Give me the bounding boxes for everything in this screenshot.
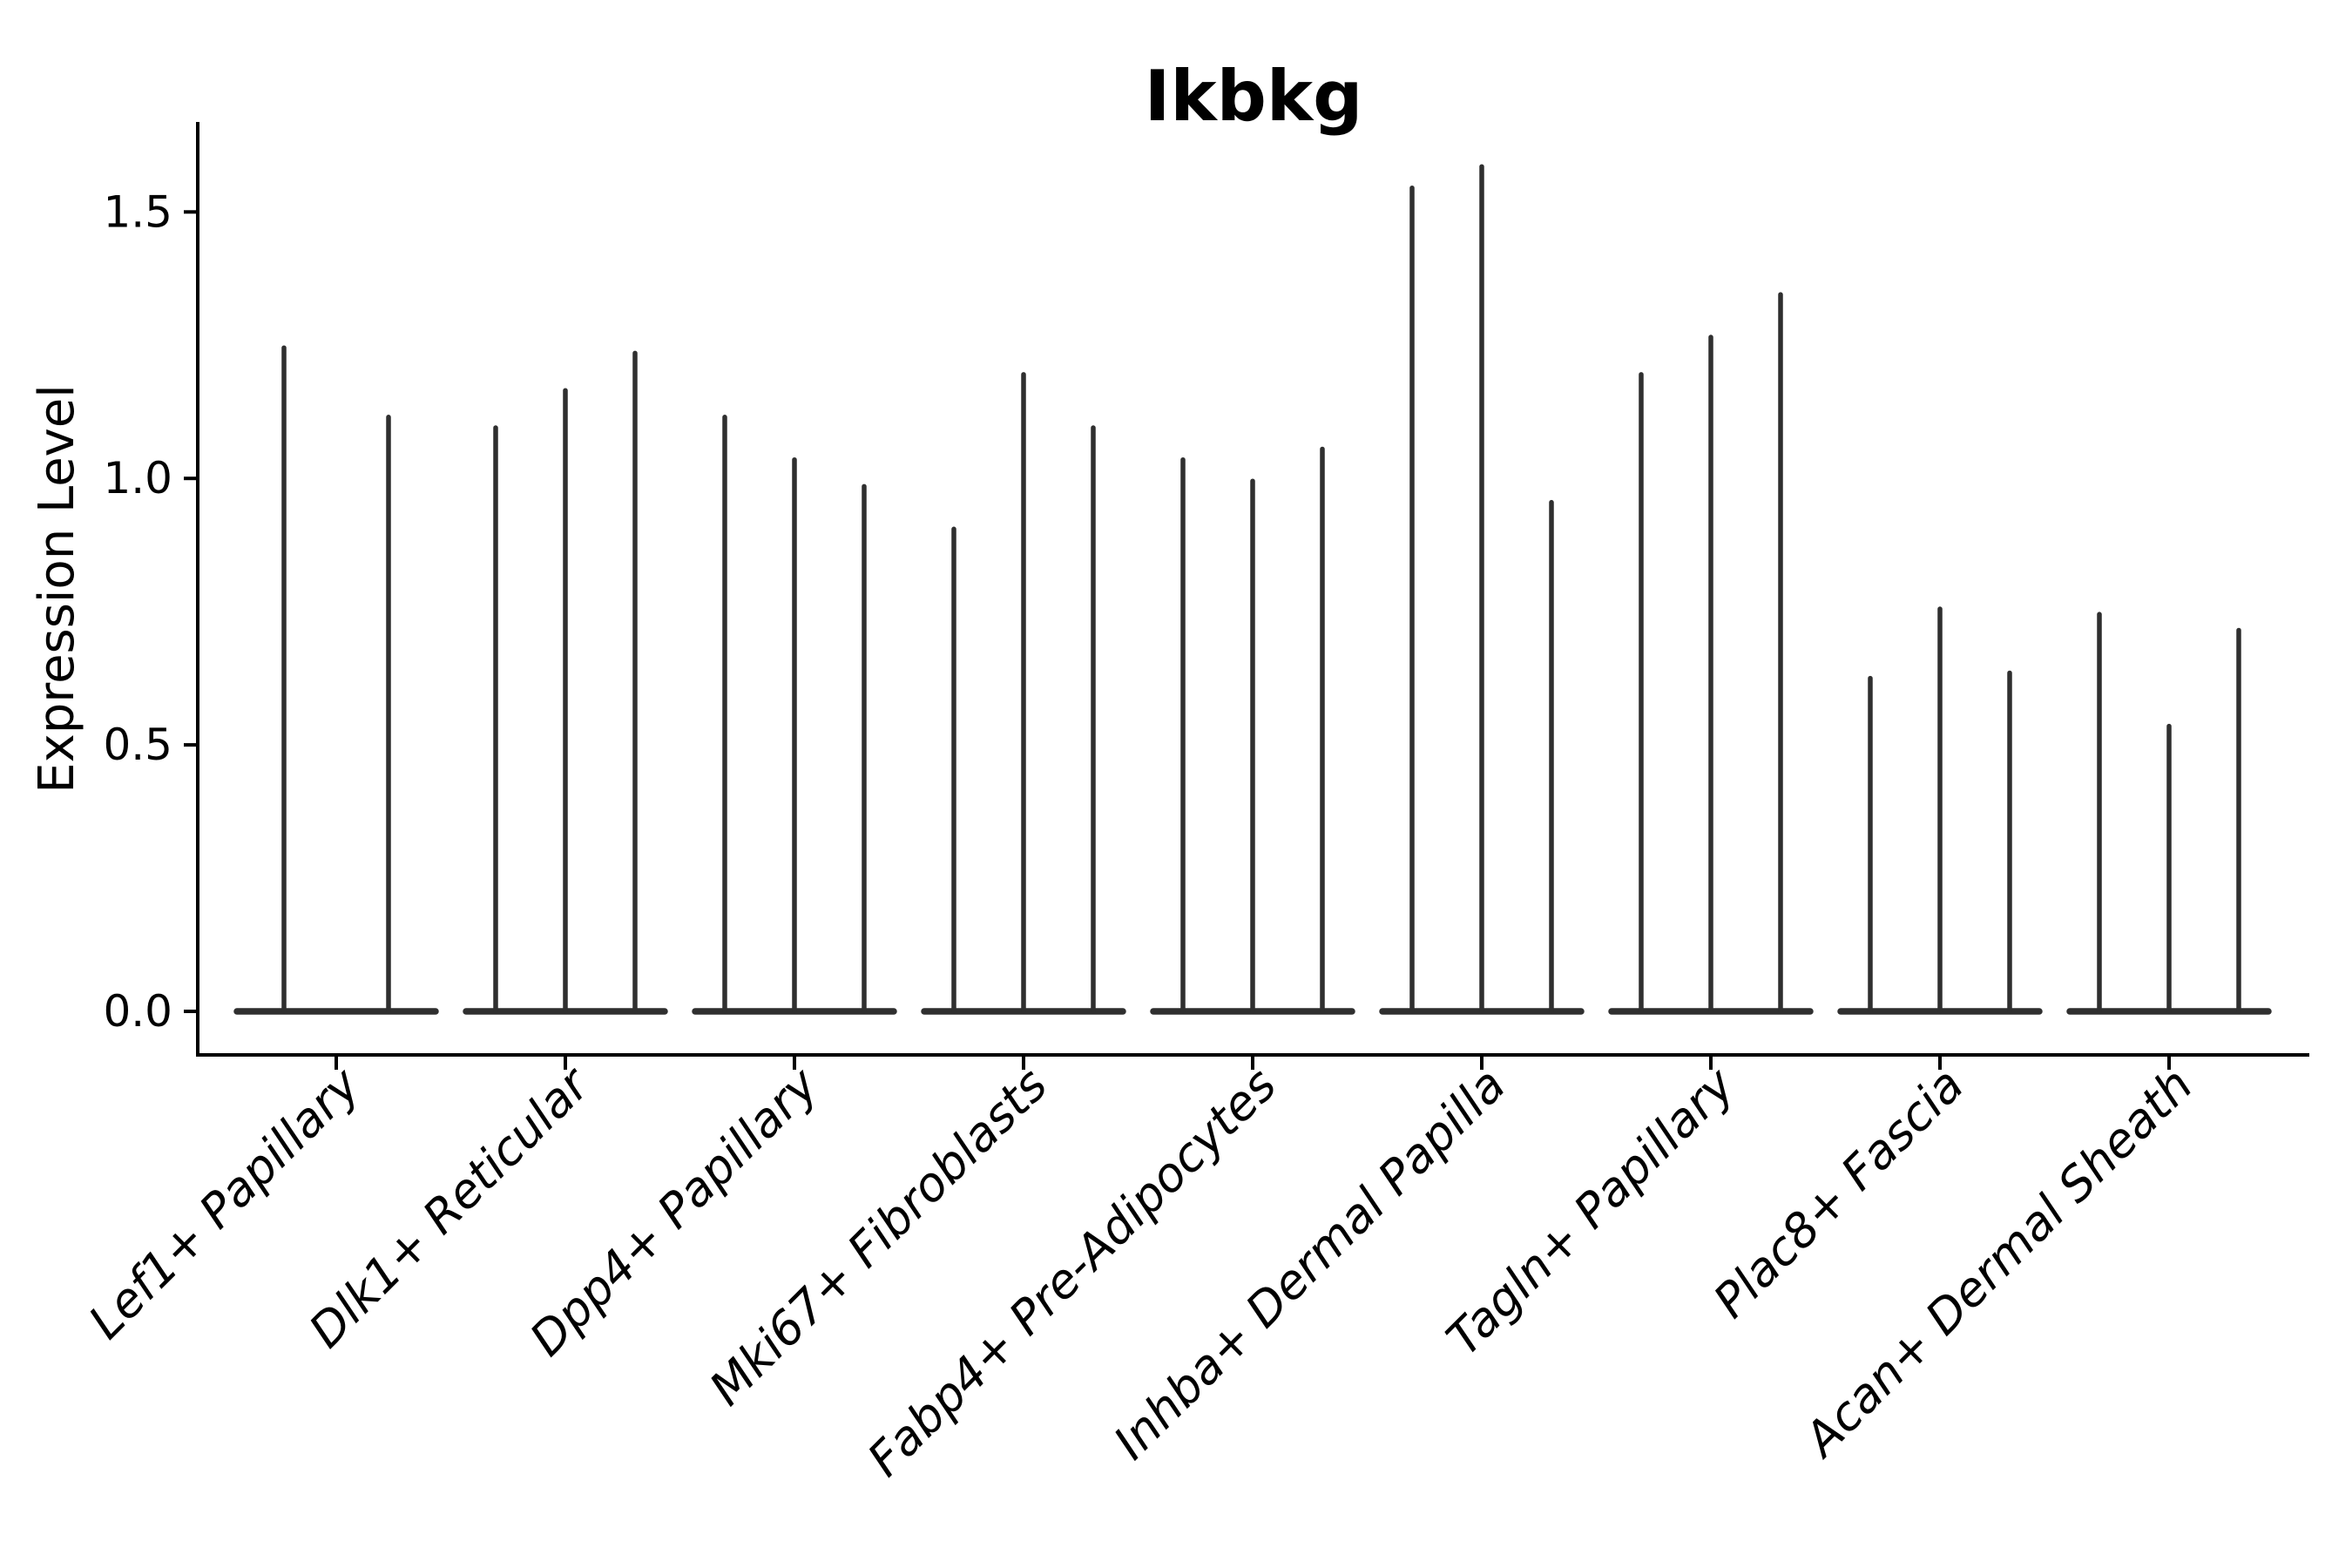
- y-tick-label: 1.0: [103, 453, 172, 504]
- violin-group: [233, 345, 439, 1015]
- violin-group: [1837, 606, 2043, 1015]
- violin-group: [692, 415, 897, 1015]
- y-axis-label: Expression Level: [29, 384, 85, 794]
- y-tick-labels: 0.0 0.5 1.0 1.5: [103, 186, 198, 1037]
- y-tick-label: 1.5: [103, 186, 172, 237]
- violin-group: [1150, 446, 1355, 1015]
- chart-title: Ikbkg: [1145, 56, 1363, 137]
- y-tick-label: 0.5: [103, 720, 172, 770]
- x-tick-label: Fabp4+ Pre-Adipocytes: [857, 1058, 1287, 1487]
- x-tick-label: Inhba+ Dermal Papilla: [1103, 1058, 1516, 1470]
- violin-group: [1379, 164, 1585, 1015]
- y-tick-label: 0.0: [103, 986, 172, 1037]
- violin-group: [921, 372, 1126, 1015]
- violin-group: [1608, 292, 1814, 1015]
- violins: [233, 164, 2272, 1015]
- x-tick-label: Acan+ Dermal Sheath: [1792, 1058, 2203, 1469]
- violin-group: [2066, 612, 2272, 1015]
- violin-group: [463, 350, 668, 1015]
